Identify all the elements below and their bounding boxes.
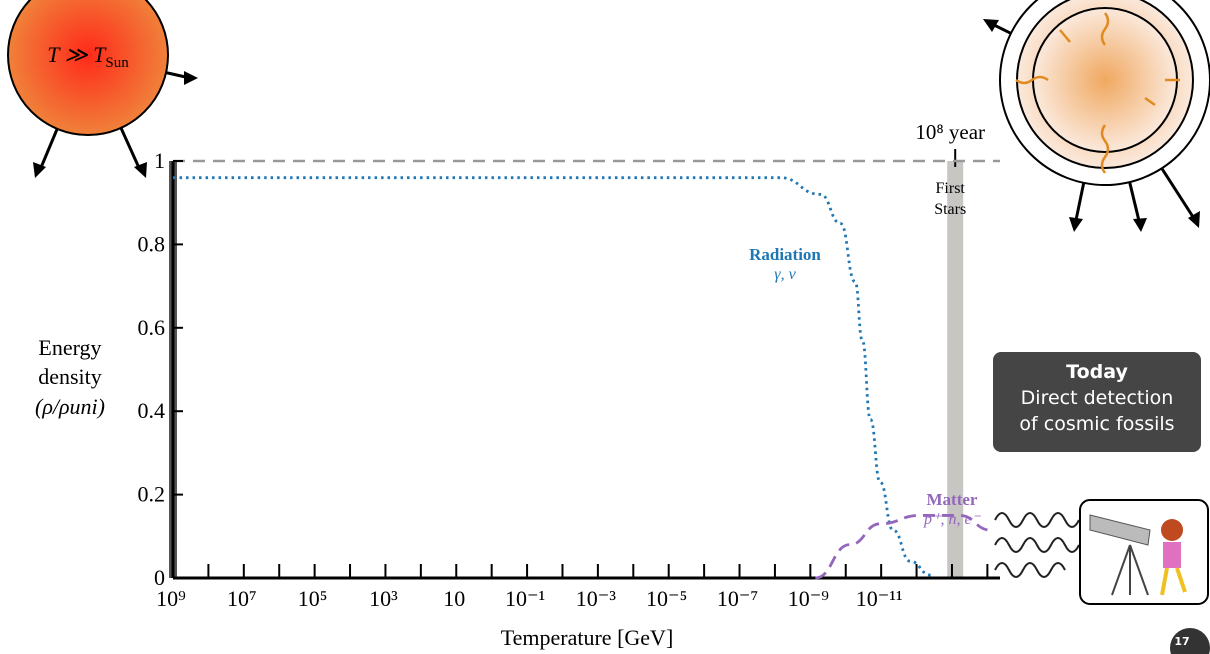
sun-label-main: T ≫ T: [47, 42, 107, 67]
x-tick-label: 10⁻¹: [505, 586, 545, 611]
band-label: First: [936, 180, 966, 197]
y-axis-label: Energy: [38, 335, 101, 360]
x-tick-label: 10⁻⁵: [646, 586, 687, 611]
hot-star-icon: [7, 0, 198, 178]
first-stars-band: [947, 161, 964, 578]
band-top-label: 10⁸ year: [915, 120, 985, 144]
series-label: Radiation: [749, 245, 821, 264]
y-tick-label: 0.4: [138, 398, 166, 423]
telescope-illustration: [994, 499, 1209, 605]
x-tick-label: 10⁹: [156, 586, 186, 611]
series-line: [815, 514, 991, 580]
plot-area: 10⁸ year First Stars 0 0.2 0.4 0.6 0.8 1 10⁹ 10⁷ 10…: [138, 120, 1000, 611]
today-box: [993, 352, 1201, 452]
x-tick-label: 10⁷: [227, 586, 257, 611]
y-axis-label: density: [38, 364, 102, 389]
today-line: of cosmic fossils: [1019, 413, 1174, 435]
x-tick-label: 10⁻⁷: [717, 586, 758, 611]
x-tick-label: 10⁵: [298, 586, 328, 611]
y-tick-label: 0: [154, 565, 165, 590]
y-axis-label: (ρ/ρuni): [35, 394, 105, 419]
first-star-icon: [983, 0, 1210, 232]
page-number: 17: [1174, 635, 1189, 648]
x-axis-label: Temperature [GeV]: [501, 625, 674, 650]
x-tick-label: 10⁻³: [576, 586, 617, 611]
today-title: Today: [1066, 361, 1128, 383]
today-line: Direct detection: [1021, 387, 1174, 409]
y-tick-label: 0.8: [138, 231, 166, 256]
y-tick-label: 0.6: [138, 315, 166, 340]
sun-label: T ≫ TSun: [47, 42, 129, 71]
x-tick-label: 10⁻¹¹: [856, 586, 903, 611]
band-label: Stars: [934, 201, 966, 218]
series-sublabel: γ, ν: [774, 266, 796, 283]
sun-label-sub: Sun: [105, 55, 129, 71]
y-tick-label: 1: [154, 148, 165, 173]
page-badge: [1170, 628, 1210, 654]
series-sublabel: p⁺, n, e⁻: [923, 511, 982, 528]
y-tick-label: 0.2: [138, 482, 166, 507]
x-tick-label: 10⁻⁹: [788, 586, 830, 611]
x-tick-label: 10: [443, 586, 465, 611]
x-tick-label: 10³: [369, 586, 398, 611]
inflow-arrows: [1015, 12, 1180, 174]
series-line: [173, 176, 931, 577]
series-label: Matter: [927, 490, 978, 509]
